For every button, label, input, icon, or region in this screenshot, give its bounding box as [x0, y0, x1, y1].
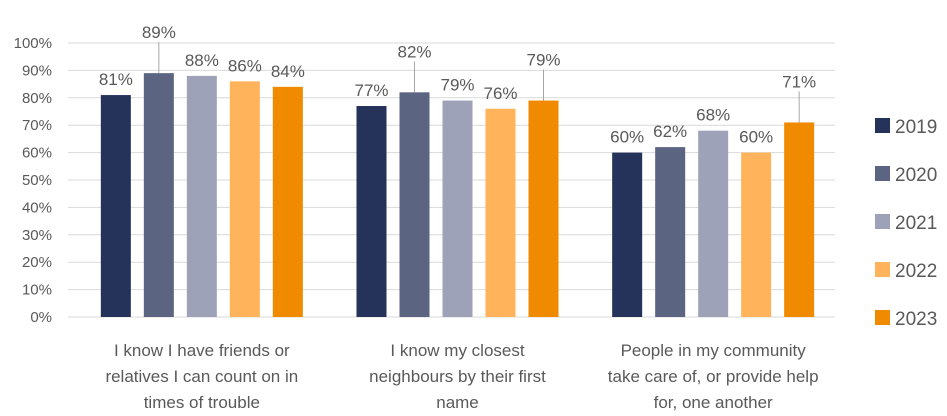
bar-2020	[399, 92, 430, 317]
legend-swatch-2019	[875, 118, 890, 133]
y-tick-label: 80%	[22, 90, 52, 107]
bar-2022	[741, 152, 772, 317]
y-tick-label: 70%	[22, 117, 52, 134]
bar-2021	[442, 100, 473, 317]
legend-swatch-2023	[875, 310, 890, 325]
data-label: 82%	[397, 42, 431, 61]
legend-label: 2021	[895, 213, 937, 234]
y-tick-label: 0%	[30, 309, 52, 326]
bar-2022	[485, 108, 516, 317]
bar-2023	[528, 100, 559, 317]
bar-2023	[272, 86, 303, 317]
data-label: 77%	[354, 81, 388, 100]
data-label: 86%	[228, 56, 262, 75]
category-label: for, one another	[654, 393, 773, 412]
legend-label: 2023	[895, 309, 937, 330]
y-tick-label: 100%	[14, 35, 52, 52]
legend-label: 2022	[895, 261, 937, 282]
category-label: take care of, or provide help	[608, 367, 819, 386]
data-label: 71%	[782, 72, 816, 91]
category-label: neighbours by their first	[369, 367, 546, 386]
data-label: 68%	[696, 106, 730, 125]
legend: 2019 2020 2021 2022 2023	[875, 117, 937, 330]
y-tick-label: 50%	[22, 172, 52, 189]
data-label: 76%	[483, 84, 517, 103]
data-label: 81%	[99, 70, 133, 89]
legend-swatch-2020	[875, 166, 890, 181]
data-labels: 81% 89% 88% 86% 84% 77% 82% 79% 76% 79% 60% 62% 68% 6…	[99, 23, 816, 146]
bar-2021	[186, 75, 217, 317]
bar-2020	[143, 73, 174, 317]
category-label: I know my closest	[390, 341, 524, 360]
category-label: name	[436, 393, 479, 412]
category-label: People in my community	[621, 341, 807, 360]
bar-2020	[655, 147, 686, 317]
data-label: 60%	[610, 128, 644, 147]
bar-2019	[612, 152, 643, 317]
legend-swatch-2022	[875, 262, 890, 277]
y-tick-label: 40%	[22, 199, 52, 216]
category-label: times of trouble	[144, 393, 260, 412]
y-tick-label: 60%	[22, 145, 52, 162]
data-label: 84%	[271, 62, 305, 81]
data-label: 88%	[185, 51, 219, 70]
data-label: 79%	[526, 51, 560, 70]
bars	[100, 73, 815, 318]
data-label: 60%	[739, 128, 773, 147]
data-label: 89%	[142, 23, 176, 42]
y-tick-label: 30%	[22, 227, 52, 244]
legend-label: 2020	[895, 165, 937, 186]
bar-2019	[356, 106, 387, 318]
data-label: 62%	[653, 122, 687, 141]
legend-swatch-2021	[875, 214, 890, 229]
bar-2022	[229, 81, 260, 317]
y-tick-label: 10%	[22, 282, 52, 299]
data-label: 79%	[440, 76, 474, 95]
category-label: I know I have friends or	[114, 341, 290, 360]
category-label: relatives I can count on in	[105, 367, 298, 386]
legend-label: 2019	[895, 117, 937, 138]
label-leader-lines	[158, 42, 800, 123]
bar-2021	[698, 130, 729, 317]
y-tick-label: 20%	[22, 254, 52, 271]
category-labels: I know I have friends or relatives I can …	[105, 341, 818, 412]
bar-2023	[784, 122, 815, 318]
y-axis-tick-labels: 0% 10% 20% 30% 40% 50% 60% 70% 80% 90% 100%	[14, 35, 52, 326]
bar-2019	[100, 95, 131, 317]
y-tick-label: 90%	[22, 62, 52, 79]
